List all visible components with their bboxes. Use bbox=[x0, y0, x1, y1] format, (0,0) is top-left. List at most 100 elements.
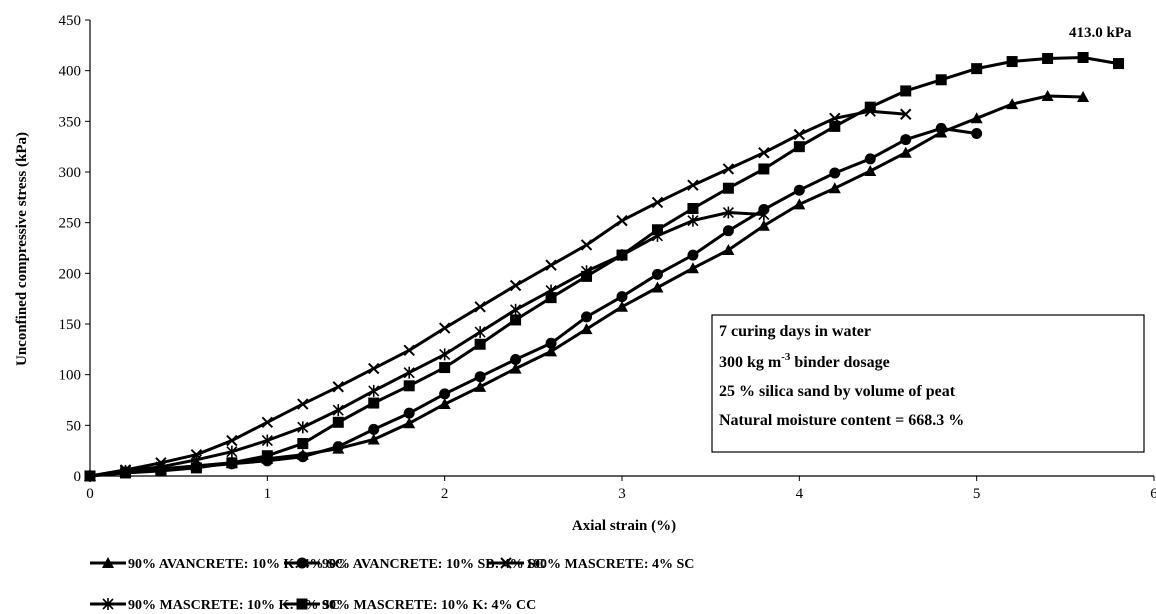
series-4-point-8 bbox=[368, 384, 380, 397]
legend-label-3: 100% MASCRETE: 4% SC bbox=[526, 557, 694, 572]
series-1-point-17 bbox=[686, 262, 699, 274]
series-1-point-23 bbox=[899, 146, 912, 158]
legend-label-4: 90% MASCRETE: 10% K: 4% SC bbox=[128, 598, 340, 613]
legend-item-1: 90% AVANCRETE: 10% K: 4% SC bbox=[90, 557, 345, 572]
series-3-point-18 bbox=[722, 163, 735, 175]
series-3-point-9 bbox=[403, 344, 415, 357]
series-3-point-6-b bbox=[297, 398, 309, 410]
series-2-point-20 bbox=[793, 184, 805, 196]
series-4-point-17 bbox=[687, 214, 699, 227]
series-5-point-19 bbox=[758, 163, 770, 175]
note-line-3: 25 % silica sand by volume of peat bbox=[719, 383, 956, 400]
y-tick-label-7: 350 bbox=[59, 114, 82, 130]
series-4-point-7 bbox=[332, 404, 344, 417]
series-4-point-9 bbox=[403, 366, 415, 379]
series-4-line bbox=[89, 211, 764, 478]
series-5-point-28 bbox=[1077, 51, 1089, 63]
series-5-point-7 bbox=[332, 416, 344, 428]
note-box: 7 curing days in water 300 kg m-3 binder… bbox=[711, 314, 1145, 453]
series-5-line bbox=[89, 56, 1119, 478]
series-2-point-6 bbox=[297, 451, 309, 463]
series-2-point-10 bbox=[439, 388, 451, 400]
x-axis-title: Axial strain (%) bbox=[572, 518, 676, 534]
series-3-point-7 bbox=[332, 381, 344, 393]
x-tick-label-4: 4 bbox=[796, 486, 804, 502]
series-2-point-21 bbox=[829, 167, 841, 179]
series-3-point-9-b bbox=[403, 344, 415, 357]
series-4-point-18 bbox=[722, 206, 734, 219]
series-3-point-23-b bbox=[900, 108, 912, 120]
series-1-point-26 bbox=[1006, 98, 1019, 110]
series-2-line bbox=[89, 126, 977, 478]
legend-item-2: 90% AVANCRETE: 10% SB: 4% SC bbox=[284, 557, 545, 572]
series-5-point-8 bbox=[368, 397, 380, 409]
series-5-point-21 bbox=[829, 120, 841, 132]
series-4-point-19 bbox=[758, 208, 770, 221]
series-2-point-24 bbox=[935, 122, 947, 134]
x-tick-label-3: 3 bbox=[618, 486, 626, 502]
series-3-line bbox=[89, 109, 906, 478]
legend-marker-3 bbox=[500, 557, 512, 569]
x-tick-label-1: 1 bbox=[264, 486, 272, 502]
series-3-point-12 bbox=[509, 279, 522, 292]
series-2-point-11 bbox=[474, 371, 486, 383]
series-2-point-8 bbox=[368, 423, 380, 435]
x-tick-label-0: 0 bbox=[86, 486, 94, 502]
y-axis-title: Unconfined compressive stress (kPa) bbox=[14, 132, 30, 366]
series-5-point-15 bbox=[616, 249, 628, 261]
series-3-point-20-b bbox=[793, 128, 806, 141]
series-5-point-27 bbox=[1042, 53, 1054, 65]
series-3-point-18-b bbox=[722, 163, 735, 175]
series-3-point-16 bbox=[651, 196, 664, 209]
legend-marker-2 bbox=[296, 557, 308, 569]
series-5-point-25 bbox=[971, 63, 983, 75]
series-2-point-25 bbox=[971, 127, 983, 139]
series-3-point-17-b bbox=[687, 179, 699, 191]
series-4-point-6 bbox=[297, 421, 309, 434]
series-1-point-13 bbox=[545, 345, 558, 357]
series-4-point-5 bbox=[261, 434, 273, 447]
series-5-point-22 bbox=[864, 101, 876, 113]
series-4-point-12 bbox=[510, 303, 522, 316]
x-tick-label-2: 2 bbox=[441, 486, 449, 502]
series-5-point-5 bbox=[261, 450, 273, 462]
series-5 bbox=[84, 51, 1125, 482]
series-1-point-19 bbox=[757, 219, 770, 231]
series-5-point-29 bbox=[1113, 58, 1125, 70]
series-3-point-23 bbox=[900, 108, 912, 120]
series-3-point-12-b bbox=[509, 279, 522, 292]
legend-marker-5 bbox=[296, 598, 308, 610]
series-1-point-9 bbox=[403, 417, 416, 429]
x-tick-label-6: 6 bbox=[1150, 486, 1156, 502]
series-2-point-7 bbox=[332, 441, 344, 453]
series-5-point-16 bbox=[651, 224, 663, 236]
series-5-point-13 bbox=[545, 292, 557, 304]
series-1-point-18 bbox=[722, 244, 735, 256]
legend-marker-4 bbox=[102, 598, 114, 610]
series-2-point-16 bbox=[651, 268, 663, 280]
series-3-point-13 bbox=[545, 259, 557, 271]
series-5-point-6 bbox=[297, 438, 309, 450]
series-1-point-11 bbox=[474, 380, 487, 392]
series-2-point-17 bbox=[687, 249, 699, 261]
series-1-point-20 bbox=[793, 198, 806, 210]
series-5-point-2 bbox=[155, 465, 167, 477]
series-3-point-10 bbox=[438, 322, 451, 334]
series-5-point-26 bbox=[1006, 56, 1018, 68]
series-1-point-14 bbox=[580, 323, 593, 335]
series-3-point-19 bbox=[758, 147, 770, 159]
note-line-1: 7 curing days in water bbox=[719, 323, 871, 340]
series-3-point-13-b bbox=[545, 259, 557, 271]
series-3-point-19-b bbox=[758, 147, 770, 159]
series-3-point-4 bbox=[226, 434, 238, 447]
series-4-point-10 bbox=[439, 348, 451, 361]
axes: 0 1 2 3 4 5 6 0 50 100 150 200 250 300 350 400 450 bbox=[59, 13, 1156, 502]
series-2-point-15 bbox=[616, 291, 628, 303]
y-tick-label-4: 200 bbox=[59, 266, 82, 282]
series-5-point-14 bbox=[581, 270, 593, 282]
legend-label-1: 90% AVANCRETE: 10% K: 4% SC bbox=[128, 557, 345, 572]
series-3-point-10-b bbox=[438, 322, 451, 334]
series-5-point-1 bbox=[119, 467, 131, 479]
series-5-point-4 bbox=[226, 457, 238, 469]
series-3-point-7-b bbox=[332, 381, 344, 393]
